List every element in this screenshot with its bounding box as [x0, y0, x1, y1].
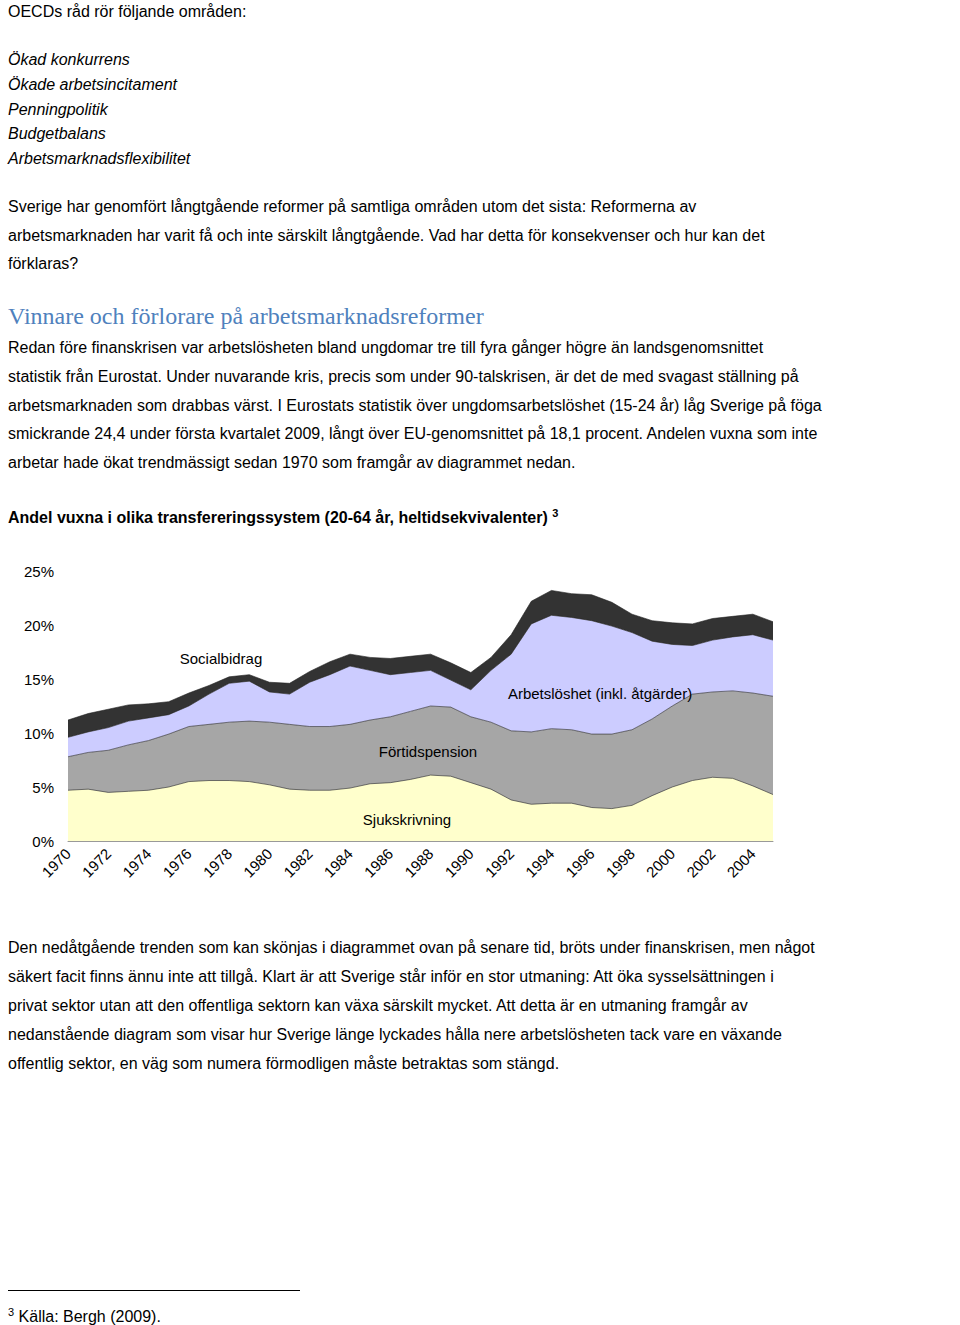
- svg-text:1994: 1994: [522, 845, 558, 881]
- svg-text:2002: 2002: [683, 845, 719, 881]
- html-text:smickrande 24,4 under första k: smickrande 24,4 under första kvartalet 2…: [8, 425, 818, 443]
- svg-text:1980: 1980: [240, 845, 276, 881]
- svg-text:15%: 15%: [24, 671, 54, 688]
- svg-text:1974: 1974: [119, 845, 155, 881]
- html-text:förklaras?: förklaras?: [8, 255, 79, 272]
- svg-text:Sjukskrivning: Sjukskrivning: [363, 811, 451, 828]
- svg-text:1986: 1986: [361, 845, 397, 881]
- html-text:arbetar hade ökat trendmässigt: arbetar hade ökat trendmässigt sedan 197…: [8, 454, 576, 472]
- svg-text:10%: 10%: [24, 725, 54, 742]
- html-text:Ökade arbetsincitament: Ökade arbetsincitament: [8, 76, 177, 93]
- html-text:Andel vuxna i olika transferer: Andel vuxna i olika transfereringssystem…: [8, 507, 559, 527]
- svg-text:1988: 1988: [401, 845, 437, 881]
- svg-text:Socialbidrag: Socialbidrag: [180, 650, 263, 667]
- html-text:privat sektor utan att den off: privat sektor utan att den offentliga se…: [8, 997, 748, 1014]
- html-text:nedanstående diagram som visar: nedanstående diagram som visar hur Sveri…: [8, 1026, 782, 1043]
- svg-text:1970: 1970: [38, 845, 74, 881]
- svg-text:1992: 1992: [482, 845, 518, 881]
- svg-text:20%: 20%: [24, 617, 54, 634]
- svg-text:2004: 2004: [723, 845, 759, 881]
- html-text:arbetsmarknaden som drabbas vä: arbetsmarknaden som drabbas värst. I Eur…: [8, 396, 822, 414]
- html-text:säkert facit finns ännu inte a: säkert facit finns ännu inte att tillgå.…: [8, 968, 774, 985]
- svg-text:1982: 1982: [280, 845, 316, 881]
- svg-text:1984: 1984: [320, 845, 356, 881]
- svg-text:1972: 1972: [79, 845, 115, 881]
- html-text:Budgetbalans: Budgetbalans: [8, 125, 106, 142]
- svg-text:5%: 5%: [32, 779, 54, 796]
- svg-text:25%: 25%: [24, 563, 54, 580]
- html-text:arbetsmarknaden har varit få o: arbetsmarknaden har varit få och inte sä…: [8, 226, 765, 244]
- svg-text:Förtidspension: Förtidspension: [379, 743, 477, 760]
- html-text:Penningpolitik: Penningpolitik: [8, 101, 108, 118]
- html-text:Sverige har genomfört långtgåe: Sverige har genomfört långtgående reform…: [8, 198, 697, 215]
- svg-text:0%: 0%: [32, 833, 54, 850]
- html-text:statistik från Eurostat. Under: statistik från Eurostat. Under nuvarande…: [8, 367, 799, 385]
- html-text:Vinnare och förlorare på arbet: Vinnare och förlorare på arbetsmarknadsr…: [8, 303, 484, 329]
- svg-text:Arbetslöshet (inkl. åtgärder): Arbetslöshet (inkl. åtgärder): [508, 685, 692, 702]
- html-text:offentlig sektor, en väg som n: offentlig sektor, en väg som numera förm…: [8, 1055, 560, 1072]
- svg-text:1990: 1990: [441, 845, 477, 881]
- svg-text:2000: 2000: [643, 845, 679, 881]
- svg-text:1976: 1976: [159, 845, 195, 881]
- svg-text:1978: 1978: [200, 845, 236, 881]
- html-text:Den nedåtgående trenden som ka: Den nedåtgående trenden som kan skönjas …: [8, 939, 815, 956]
- svg-text:1996: 1996: [562, 845, 598, 881]
- html-text:Arbetsmarknadsflexibilitet: Arbetsmarknadsflexibilitet: [8, 150, 191, 167]
- html-text:Ökad konkurrens: Ökad konkurrens: [8, 51, 130, 68]
- html-text:3Källa: Bergh (2009).: 3Källa: Bergh (2009).: [8, 1306, 161, 1325]
- html-text:OECDs råd rör följande områden: OECDs råd rör följande områden:: [8, 3, 247, 20]
- svg-text:1998: 1998: [602, 845, 638, 881]
- html-text:Redan före finanskrisen var ar: Redan före finanskrisen var arbetslöshet…: [8, 339, 764, 356]
